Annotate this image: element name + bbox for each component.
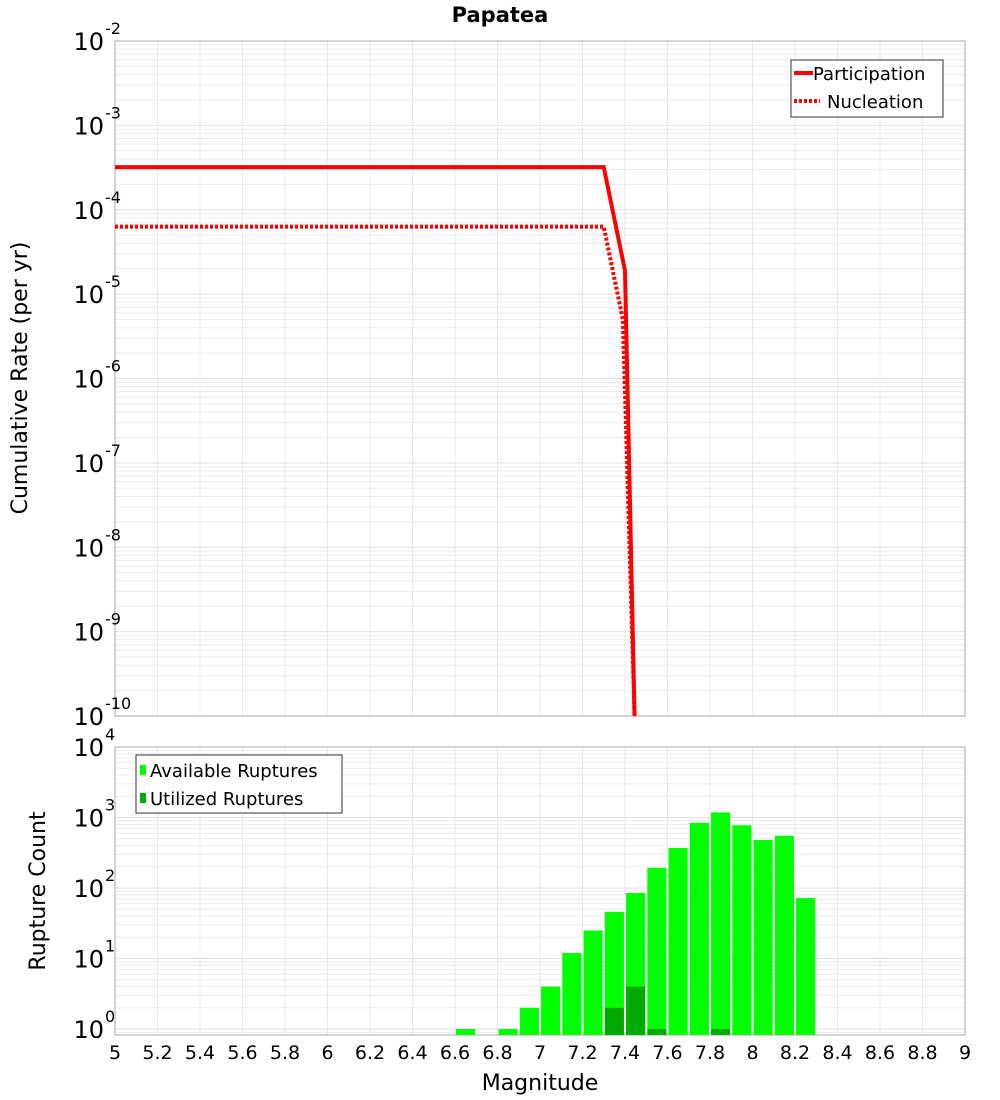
y-tick-label: 10 [73,534,104,562]
x-tick-label: 7.2 [567,1042,597,1064]
y-tick-label: 10 [73,805,104,833]
top-legend: Participation Nucleation [790,59,944,118]
y-tick-label: 10 [73,112,104,140]
x-tick-label: 8.6 [865,1042,895,1064]
x-tick-label: 7 [534,1042,546,1064]
x-axis-label: Magnitude [482,1071,599,1096]
legend-box [135,754,343,814]
legend-participation-label: Participation [813,64,925,85]
bottom-y-axis-label: Rupture Count [26,811,51,971]
bar-available-ruptures [583,930,603,1035]
y-tick-exponent: 0 [105,1007,115,1026]
x-tick-label: 7.4 [610,1042,640,1064]
y-tick-label: 10 [73,875,104,903]
series-line-participation [115,165,637,716]
bar-utilized-ruptures [626,986,646,1035]
x-tick-label: 6.4 [397,1042,427,1064]
bar-utilized-ruptures [711,1029,731,1035]
bar-available-ruptures [774,835,794,1035]
y-tick-label: 10 [73,450,104,478]
x-tick-label: 5.4 [185,1042,215,1064]
y-tick-exponent: -6 [105,357,121,376]
y-tick-label: 10 [73,946,104,974]
bar-available-ruptures [498,1029,518,1035]
legend-utilized-swatch [140,793,146,803]
bar-available-ruptures [732,825,752,1035]
bar-available-ruptures [541,986,561,1035]
bar-available-ruptures [456,1029,476,1035]
x-tick-label: 8.4 [822,1042,852,1064]
x-tick-label: 5.8 [270,1042,300,1064]
bar-available-ruptures [689,822,709,1035]
series-line-nucleation [115,224,637,716]
y-tick-exponent: -3 [105,103,121,122]
y-tick-label: 10 [73,734,104,762]
legend-available-label: Available Ruptures [150,761,318,782]
bar-available-ruptures [604,911,624,1035]
chart-title: Papatea [452,3,549,27]
x-tick-label: 6 [321,1042,333,1064]
bar-available-ruptures [668,847,688,1035]
bar-available-ruptures [519,1007,539,1035]
y-tick-exponent: -9 [105,610,121,629]
plot-border [114,746,966,1036]
legend-nucleation-label: Nucleation [827,92,923,113]
bar-utilized-ruptures [647,1029,667,1035]
y-tick-label: 10 [73,1016,104,1044]
bar-available-ruptures [562,952,582,1035]
bottom-legend: Available Ruptures Utilized Ruptures [135,754,343,814]
bar-available-ruptures [796,898,816,1035]
y-tick-exponent: 2 [105,866,115,885]
legend-utilized-label: Utilized Ruptures [150,789,303,810]
bar-available-ruptures [711,812,731,1035]
y-tick-exponent: 1 [105,937,115,956]
y-tick-exponent: -2 [105,19,121,38]
x-tick-label: 5 [109,1042,121,1064]
y-tick-exponent: 4 [105,725,115,744]
x-tick-label: 6.2 [355,1042,385,1064]
rate-plot: 10-210-310-410-510-610-710-810-910-10 [73,19,966,731]
y-tick-exponent: -7 [105,441,121,460]
x-tick-label: 7.8 [695,1042,725,1064]
bar-utilized-ruptures [604,1007,624,1035]
bar-available-ruptures [647,867,667,1035]
x-tick-label: 8.8 [907,1042,937,1064]
y-tick-exponent: -4 [105,188,121,207]
x-tick-label: 8 [746,1042,758,1064]
x-tick-label: 8.2 [780,1042,810,1064]
legend-box [790,59,944,118]
x-tick-label: 6.8 [482,1042,512,1064]
y-tick-label: 10 [73,703,104,731]
x-tick-label: 5.6 [227,1042,257,1064]
y-tick-exponent: -8 [105,525,121,544]
bar-available-ruptures [753,839,773,1035]
y-tick-label: 10 [73,366,104,394]
legend-available-swatch [140,765,146,775]
count-plot: 10 010 110 210 310 45 5.2 5.4 5.6 5.8 6 6.2 6.4 6.6 6.… [73,725,971,1064]
top-y-axis-label: Cumulative Rate (per yr) [8,242,33,515]
y-tick-label: 10 [73,197,104,225]
x-tick-label: 6.6 [440,1042,470,1064]
x-tick-label: 5.2 [142,1042,172,1064]
x-tick-label: 9 [959,1042,971,1064]
y-tick-label: 10 [73,28,104,56]
y-tick-label: 10 [73,619,104,647]
y-tick-exponent: -5 [105,272,121,291]
y-tick-exponent: 3 [105,796,115,815]
y-tick-label: 10 [73,281,104,309]
y-tick-exponent: -10 [105,694,131,713]
x-tick-label: 7.6 [652,1042,682,1064]
plot-border [114,40,966,717]
